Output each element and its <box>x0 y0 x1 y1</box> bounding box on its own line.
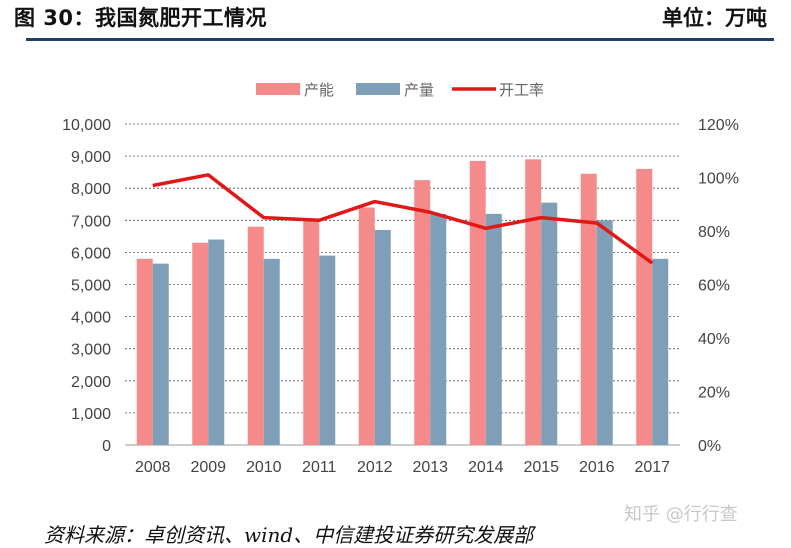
bar-capacity <box>636 168 653 445</box>
bar-capacity <box>136 258 153 445</box>
bar-capacity <box>247 226 264 445</box>
unit-label: 单位：万吨 <box>662 6 767 30</box>
x-tick-label: 2011 <box>302 459 337 476</box>
bar-output <box>208 239 225 445</box>
bar-capacity <box>303 220 320 445</box>
bar-output <box>374 229 391 445</box>
bar-output <box>430 213 447 445</box>
y-left-tick-label: 7,000 <box>71 213 111 230</box>
x-tick-label: 2012 <box>357 459 393 476</box>
y-left-tick-label: 0 <box>102 438 111 455</box>
bar-capacity <box>358 207 375 445</box>
bar-output <box>541 202 558 445</box>
legend-label-capacity: 产能 <box>304 81 334 99</box>
bar-capacity <box>192 242 209 445</box>
nitrogen-fertilizer-chart: 0 1,000 2,000 3,000 4,000 5,000 6,000 7,000 8,00… <box>62 81 739 476</box>
y-right-tick-label: 0% <box>698 438 721 455</box>
x-tick-label: 2017 <box>634 459 670 476</box>
bar-capacity <box>414 180 431 446</box>
y-right-tick-label: 20% <box>698 385 730 402</box>
bar-output <box>485 213 502 445</box>
x-tick-label: 2014 <box>468 459 504 476</box>
y-left-tick-label: 8,000 <box>71 181 111 198</box>
y-right-tick-label: 120% <box>698 117 739 134</box>
bar-output <box>319 255 336 445</box>
bar-capacity <box>580 173 597 445</box>
y-left-tick-label: 4,000 <box>71 310 111 327</box>
watermark: 知乎 @行行查 <box>624 504 738 525</box>
x-tick-label: 2016 <box>579 459 615 476</box>
y-left-tick-label: 5,000 <box>71 278 111 295</box>
x-tick-label: 2008 <box>135 459 171 476</box>
bar-output <box>152 263 169 445</box>
x-tick-label: 2015 <box>523 459 559 476</box>
y-left-tick-label: 3,000 <box>71 342 111 359</box>
y-left-tick-label: 2,000 <box>71 374 111 391</box>
bar-output <box>263 258 280 445</box>
y-left-tick-label: 9,000 <box>71 149 111 166</box>
legend-label-output: 产量 <box>404 81 434 99</box>
legend-swatch-capacity <box>256 83 300 95</box>
bar-capacity <box>469 160 486 445</box>
legend-label-rate: 开工率 <box>499 81 544 99</box>
y-left-tick-label: 1,000 <box>71 406 111 423</box>
bar-capacity <box>525 159 542 445</box>
y-left-tick-label: 6,000 <box>71 245 111 262</box>
x-tick-label: 2009 <box>190 459 226 476</box>
chart-frame: 0 1,000 2,000 3,000 4,000 5,000 6,000 7,000 8,00… <box>40 58 780 494</box>
bar-output <box>596 220 613 445</box>
y-right-tick-label: 80% <box>698 224 730 241</box>
y-right-tick-label: 100% <box>698 171 739 188</box>
line-operating-rate <box>152 173 654 265</box>
y-right-tick-label: 60% <box>698 278 730 295</box>
x-tick-label: 2010 <box>246 459 282 476</box>
figure-title: 图 30：我国氮肥开工情况 <box>14 6 268 30</box>
legend-swatch-output <box>356 83 400 95</box>
x-tick-label: 2013 <box>412 459 448 476</box>
source-note: 资料来源：卓创资讯、wind、中信建投证券研究发展部 <box>44 523 534 547</box>
header-rule <box>26 38 774 41</box>
y-right-tick-label: 40% <box>698 331 730 348</box>
y-left-tick-label: 10,000 <box>62 117 111 134</box>
bar-output <box>652 258 669 445</box>
